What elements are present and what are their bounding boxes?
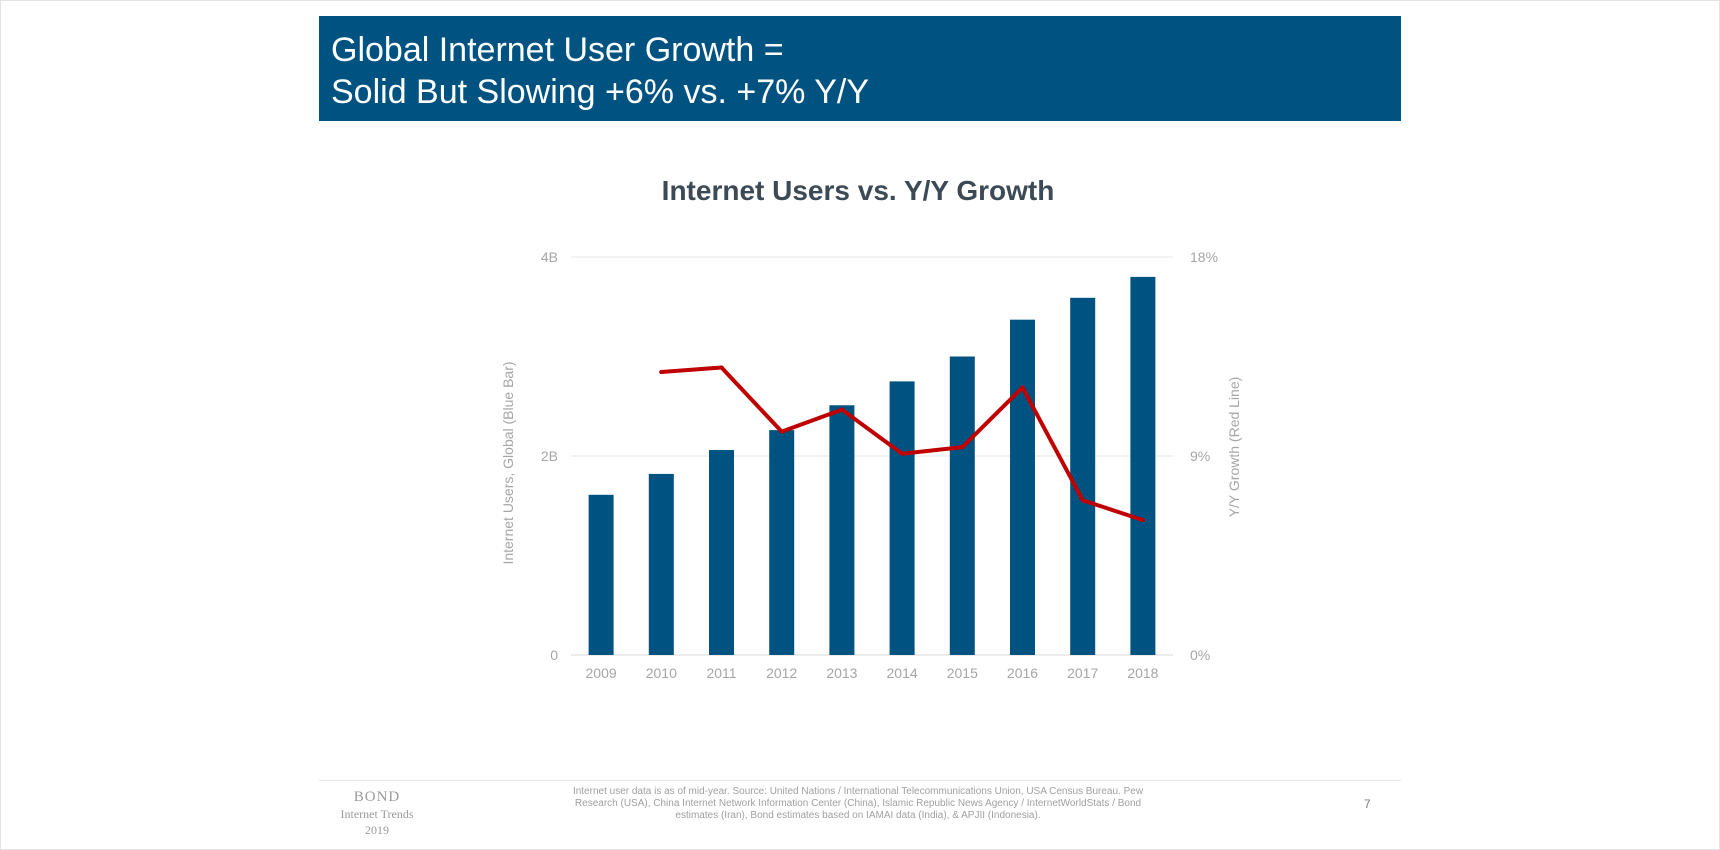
bar-2012 (769, 430, 795, 655)
x-tick-label-2014: 2014 (887, 665, 918, 681)
growth-point-2016 (1020, 385, 1025, 390)
bar-2015 (949, 356, 975, 655)
growth-point-2015 (960, 445, 965, 450)
growth-point-2011 (719, 365, 724, 370)
chart-bars (588, 276, 1156, 655)
growth-point-2010 (659, 369, 664, 374)
x-tick-label-2016: 2016 (1007, 665, 1038, 681)
page-number: 7 (1364, 797, 1371, 811)
x-tick-label-2012: 2012 (766, 665, 797, 681)
source-footnote: Internet user data is as of mid-year. So… (572, 786, 1144, 821)
bar-2013 (829, 405, 855, 655)
x-tick-label-2013: 2013 (826, 665, 857, 681)
bar-2011 (709, 450, 734, 655)
chart-growth-line (659, 365, 1145, 523)
x-tick-label-2017: 2017 (1067, 665, 1098, 681)
bond-logo: BOND Internet Trends 2019 (322, 788, 432, 838)
x-tick-label-2018: 2018 (1127, 665, 1158, 681)
chart-tick-labels: 0 2B 4B 0% 9% 18% 2009 2010 2011 2012 2013 2014 2015… (541, 249, 1218, 681)
slide-header-banner: Global Internet User Growth = Solid But … (319, 16, 1401, 121)
bar-2010 (648, 473, 674, 655)
growth-point-2013 (839, 407, 844, 412)
x-tick-label-2015: 2015 (947, 665, 978, 681)
brand-subtitle: Internet Trends (340, 807, 414, 821)
chart-title: Internet Users vs. Y/Y Growth (662, 175, 1055, 206)
footer-divider (319, 780, 1401, 781)
growth-point-2017 (1080, 498, 1085, 503)
left-tick-label-0: 0 (550, 647, 558, 663)
bar-2018 (1130, 276, 1156, 655)
bar-2009 (588, 494, 614, 655)
slide-title-line-2: Solid But Slowing +6% vs. +7% Y/Y (331, 73, 870, 111)
right-tick-label-0: 0% (1190, 647, 1210, 663)
x-tick-label-2009: 2009 (586, 665, 617, 681)
slide-title: Global Internet User Growth = Solid But … (331, 29, 869, 113)
bar-2017 (1070, 297, 1096, 655)
bar-2014 (889, 381, 915, 655)
growth-point-2012 (779, 429, 784, 434)
chart: Internet Users vs. Y/Y Growth 0 2B 4B 0% 9% 1… (500, 175, 1242, 681)
brand-name: BOND (353, 789, 401, 805)
right-tick-label-1: 9% (1190, 448, 1210, 464)
left-tick-label-1: 2B (541, 448, 558, 464)
bar-2016 (1010, 319, 1035, 655)
brand-year: 2019 (365, 823, 389, 837)
slide-title-line-1: Global Internet User Growth = (331, 31, 784, 69)
right-axis-title: Y/Y Growth (Red Line) (1226, 377, 1242, 518)
right-tick-label-2: 18% (1190, 249, 1218, 265)
x-tick-label-2011: 2011 (706, 665, 736, 681)
left-axis-title: Internet Users, Global (Blue Bar) (500, 361, 516, 564)
x-tick-label-2010: 2010 (646, 665, 677, 681)
growth-point-2018 (1140, 518, 1145, 523)
left-tick-label-2: 4B (541, 249, 558, 265)
growth-point-2014 (900, 451, 905, 456)
